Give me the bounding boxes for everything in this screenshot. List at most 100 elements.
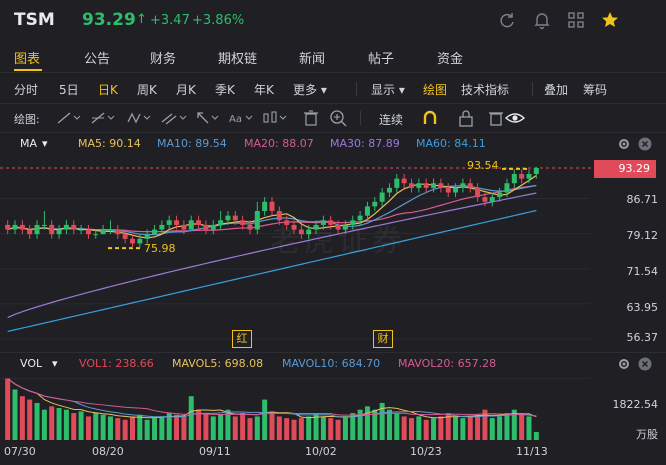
volume-bar xyxy=(85,416,91,440)
tab-news[interactable]: 新闻 xyxy=(299,52,326,67)
price-chart[interactable]: 93.29 86.71 79.12 71.54 63.95 56.37 93.5… xyxy=(0,156,666,352)
star-icon[interactable] xyxy=(600,10,620,30)
volume-bar xyxy=(445,413,451,440)
candle-body xyxy=(482,197,488,202)
volume-bar xyxy=(453,416,459,440)
volume-bar xyxy=(386,409,392,440)
period-quarterly[interactable]: 季K xyxy=(215,83,235,97)
candle-body xyxy=(12,224,18,230)
draw-toggle[interactable]: 绘图 xyxy=(423,83,448,97)
toolbar-divider xyxy=(532,82,533,96)
volume-bar xyxy=(181,416,187,440)
channel-tool-icon[interactable] xyxy=(161,113,187,125)
vol-close-icon[interactable] xyxy=(638,357,652,371)
main-tabs: 图表 公告 财务 期权链 新闻 帖子 资金 xyxy=(0,42,666,73)
volume-bar xyxy=(342,416,348,440)
display-dropdown[interactable]: 显示 ▾ xyxy=(371,83,405,97)
ma30-line xyxy=(7,192,537,319)
tab-announcements[interactable]: 公告 xyxy=(84,52,111,67)
refresh-icon[interactable] xyxy=(497,10,517,30)
volume-chart[interactable]: 1822.54 万股 xyxy=(0,374,666,442)
volume-bar xyxy=(350,413,356,440)
vol-indicator-name[interactable]: VOL xyxy=(20,357,43,370)
continuous-draw-toggle[interactable]: 连续 xyxy=(379,113,404,127)
volume-legend: VOL ▾ VOL1: 238.66 MAVOL5: 698.08 MAVOL1… xyxy=(0,352,666,375)
draw-label: 绘图: xyxy=(14,113,40,126)
volume-bar xyxy=(497,416,503,440)
period-5day[interactable]: 5日 xyxy=(59,83,79,97)
grid-icon[interactable] xyxy=(566,10,586,30)
delete-all-icon[interactable] xyxy=(486,108,506,128)
candle-body xyxy=(174,220,180,225)
volume-bar xyxy=(379,402,385,440)
volume-bar xyxy=(313,413,319,440)
volume-bar xyxy=(12,389,18,440)
line-tool-icon[interactable] xyxy=(57,112,81,124)
vol1-value: VOL1: 238.66 xyxy=(79,357,154,370)
price-tick: 71.54 xyxy=(626,265,659,278)
arrow-tool-icon[interactable] xyxy=(197,112,219,124)
tab-financials[interactable]: 财务 xyxy=(150,52,177,67)
ma-close-icon[interactable] xyxy=(638,137,652,151)
volume-tick: 1822.54 xyxy=(612,398,659,411)
magnet-icon[interactable] xyxy=(420,108,440,128)
candle-body xyxy=(232,215,238,221)
ma-indicator-name[interactable]: MA xyxy=(20,137,38,150)
volume-chart-svg xyxy=(0,378,590,440)
vol-dropdown-icon[interactable]: ▾ xyxy=(52,357,58,370)
indicators-button[interactable]: 技术指标 xyxy=(461,83,510,97)
up-arrow-icon: ↑ xyxy=(136,12,147,27)
candle-body xyxy=(320,220,326,225)
zoom-icon[interactable] xyxy=(328,108,350,128)
volume-bar xyxy=(71,413,77,440)
text-tool-icon[interactable]: Aa xyxy=(229,114,253,125)
tab-chart[interactable]: 图表 xyxy=(14,52,41,67)
candle-body xyxy=(423,183,429,188)
tab-posts[interactable]: 帖子 xyxy=(368,52,395,67)
chips-button[interactable]: 筹码 xyxy=(583,83,608,97)
candle-body xyxy=(41,224,47,226)
ray-tool-icon[interactable] xyxy=(91,112,115,124)
candle-body xyxy=(188,220,194,230)
period-yearly[interactable]: 年K xyxy=(254,83,274,97)
period-more-dropdown[interactable]: 更多 ▾ xyxy=(293,83,327,97)
volume-bar xyxy=(203,413,209,440)
event-marker-red[interactable]: 红 xyxy=(232,330,252,348)
candle-body xyxy=(409,183,415,188)
period-weekly[interactable]: 周K xyxy=(137,83,157,97)
period-intraday[interactable]: 分时 xyxy=(14,83,39,97)
candle-body xyxy=(416,183,422,188)
event-marker-financial[interactable]: 财 xyxy=(373,330,393,348)
candle-body xyxy=(159,224,165,230)
eye-icon[interactable] xyxy=(504,108,526,128)
period-monthly[interactable]: 月K xyxy=(176,83,196,97)
candle-body xyxy=(445,187,451,193)
ma-settings-gear-icon[interactable] xyxy=(617,137,631,151)
overlay-button[interactable]: 叠加 xyxy=(544,83,569,97)
ma-dropdown-icon[interactable]: ▾ xyxy=(42,137,48,150)
volume-bar xyxy=(115,418,121,440)
zigzag-tool-icon[interactable] xyxy=(127,112,151,124)
lock-icon[interactable] xyxy=(456,108,476,128)
vol-settings-gear-icon[interactable] xyxy=(617,357,631,371)
tab-options-chain[interactable]: 期权链 xyxy=(218,52,258,67)
ma30-value: MA30: 87.89 xyxy=(330,137,400,150)
candle-body xyxy=(394,178,400,188)
delete-drawing-icon[interactable] xyxy=(304,110,318,126)
candle-body xyxy=(328,220,334,225)
candle-body xyxy=(196,220,202,225)
period-daily[interactable]: 日K xyxy=(98,83,118,97)
volume-bar xyxy=(5,378,11,440)
candle-body xyxy=(364,206,370,216)
candle-tool-icon[interactable] xyxy=(263,111,287,123)
candle-body xyxy=(357,215,363,221)
volume-bar xyxy=(56,408,62,440)
candle-body xyxy=(269,201,275,212)
bell-icon[interactable] xyxy=(532,10,552,30)
candle-body xyxy=(240,220,246,225)
tab-capital[interactable]: 资金 xyxy=(437,52,464,67)
volume-bar xyxy=(254,416,260,440)
volume-bar xyxy=(357,409,363,440)
volume-bar xyxy=(320,416,326,440)
volume-bar xyxy=(416,416,422,440)
